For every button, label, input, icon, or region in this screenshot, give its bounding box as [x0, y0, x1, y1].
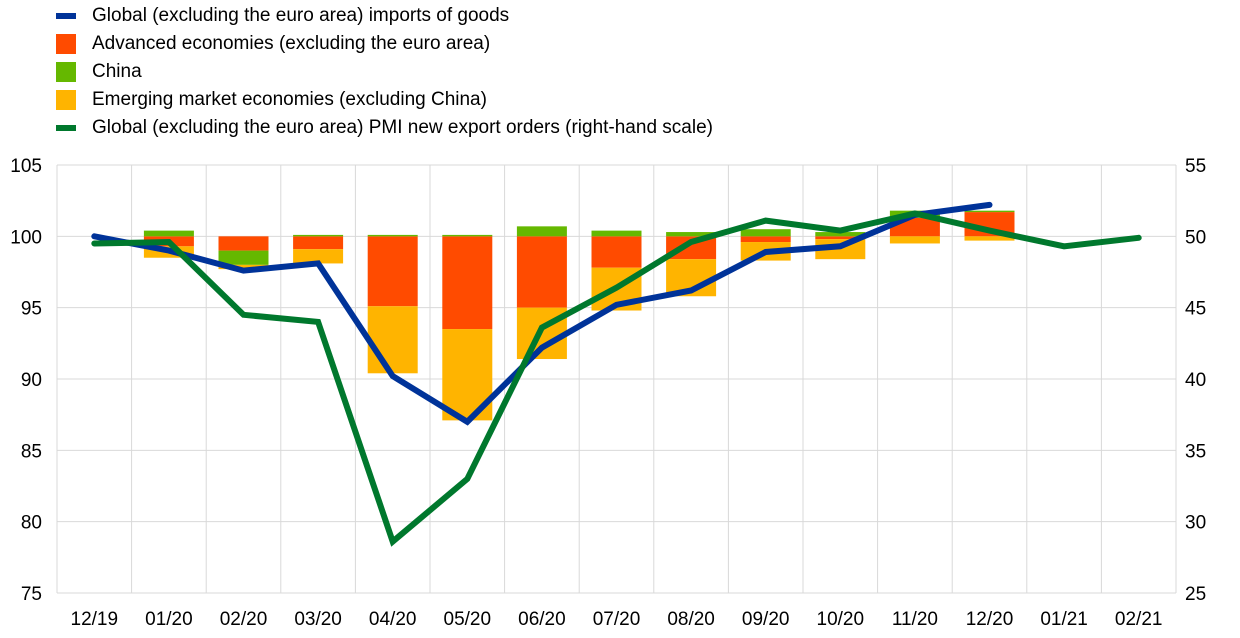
left-axis-tick-label: 85 [21, 441, 42, 462]
legend-label-china: China [92, 61, 142, 82]
legend-label-global-imports: Global (excluding the euro area) imports… [92, 5, 510, 26]
legend-swatch-pmi-export-orders [56, 125, 76, 131]
bar-advanced-3 [293, 236, 344, 250]
right-axis-tick-label: 55 [1185, 156, 1206, 177]
bar-emerging-3 [293, 249, 344, 264]
legend-swatch-emerging-markets [56, 90, 76, 110]
bar-china-9 [740, 229, 791, 237]
bar-china-6 [516, 226, 567, 237]
bar-china-7 [591, 230, 642, 237]
legend-item-global-imports: Global (excluding the euro area) imports… [56, 2, 713, 30]
right-axis-tick-label: 40 [1185, 370, 1206, 391]
bar-advanced-7 [591, 236, 642, 268]
legend-label-emerging-markets: Emerging market economies (excluding Chi… [92, 89, 487, 110]
chart-legend: Global (excluding the euro area) imports… [56, 2, 713, 142]
legend-item-advanced-economies: Advanced economies (excluding the euro a… [56, 30, 713, 58]
line-global-imports [91, 201, 993, 426]
x-axis-tick-label: 05/20 [444, 609, 492, 630]
legend-item-pmi-export-orders: Global (excluding the euro area) PMI new… [56, 114, 713, 142]
bar-china-5 [442, 234, 493, 237]
bar-emerging-12 [964, 236, 1015, 241]
right-axis-tick-label: 30 [1185, 513, 1206, 534]
x-axis-tick-label: 12/20 [966, 609, 1014, 630]
bar-advanced-10 [815, 236, 866, 240]
bar-emerging-4 [367, 306, 418, 374]
x-axis-tick-label: 02/21 [1115, 609, 1163, 630]
bar-china-3 [293, 234, 344, 237]
x-axis-tick-label: 12/19 [71, 609, 119, 630]
bar-china-2 [218, 250, 269, 265]
bar-advanced-4 [367, 236, 418, 307]
x-axis-tick-label: 09/20 [742, 609, 790, 630]
legend-swatch-advanced-economies [56, 34, 76, 54]
right-axis-tick-label: 45 [1185, 299, 1206, 320]
legend-swatch-china [56, 62, 76, 82]
left-axis-tick-label: 100 [10, 227, 42, 248]
line-pmi-export-orders [91, 210, 1142, 547]
x-axis-tick-label: 03/20 [294, 609, 342, 630]
left-axis-tick-label: 80 [21, 513, 42, 534]
bar-china-4 [367, 234, 418, 237]
left-axis-tick-label: 75 [21, 584, 42, 605]
legend-item-china: China [56, 58, 713, 86]
left-axis-tick-label: 90 [21, 370, 42, 391]
bar-advanced-9 [740, 236, 791, 243]
legend-item-emerging-markets: Emerging market economies (excluding Chi… [56, 86, 713, 114]
x-axis-tick-label: 02/20 [220, 609, 268, 630]
x-axis-tick-label: 07/20 [593, 609, 641, 630]
x-axis-tick-label: 10/20 [817, 609, 865, 630]
bar-emerging-11 [889, 236, 940, 244]
bar-advanced-8 [666, 236, 717, 260]
legend-label-advanced-economies: Advanced economies (excluding the euro a… [92, 33, 491, 54]
x-axis-tick-label: 01/21 [1040, 609, 1088, 630]
bar-china-1 [143, 230, 194, 237]
bar-china-12 [964, 210, 1015, 213]
left-axis-tick-label: 105 [10, 156, 42, 177]
right-axis-tick-label: 25 [1185, 584, 1206, 605]
bar-advanced-2 [218, 236, 269, 251]
bar-advanced-6 [516, 236, 567, 308]
x-axis-tick-label: 11/20 [892, 609, 938, 630]
bar-china-8 [666, 232, 717, 237]
x-axis-tick-label: 08/20 [667, 609, 715, 630]
right-axis-tick-label: 35 [1185, 441, 1206, 462]
x-axis-tick-label: 04/20 [369, 609, 417, 630]
bar-china-10 [815, 232, 866, 237]
legend-label-pmi-export-orders: Global (excluding the euro area) PMI new… [92, 117, 713, 138]
legend-swatch-global-imports [56, 13, 76, 19]
x-axis-tick-label: 06/20 [518, 609, 566, 630]
x-axis-tick-label: 01/20 [145, 609, 193, 630]
right-axis-tick-label: 50 [1185, 227, 1206, 248]
bar-advanced-5 [442, 236, 493, 330]
left-axis-tick-label: 95 [21, 299, 42, 320]
bar-emerging-2 [218, 264, 269, 270]
